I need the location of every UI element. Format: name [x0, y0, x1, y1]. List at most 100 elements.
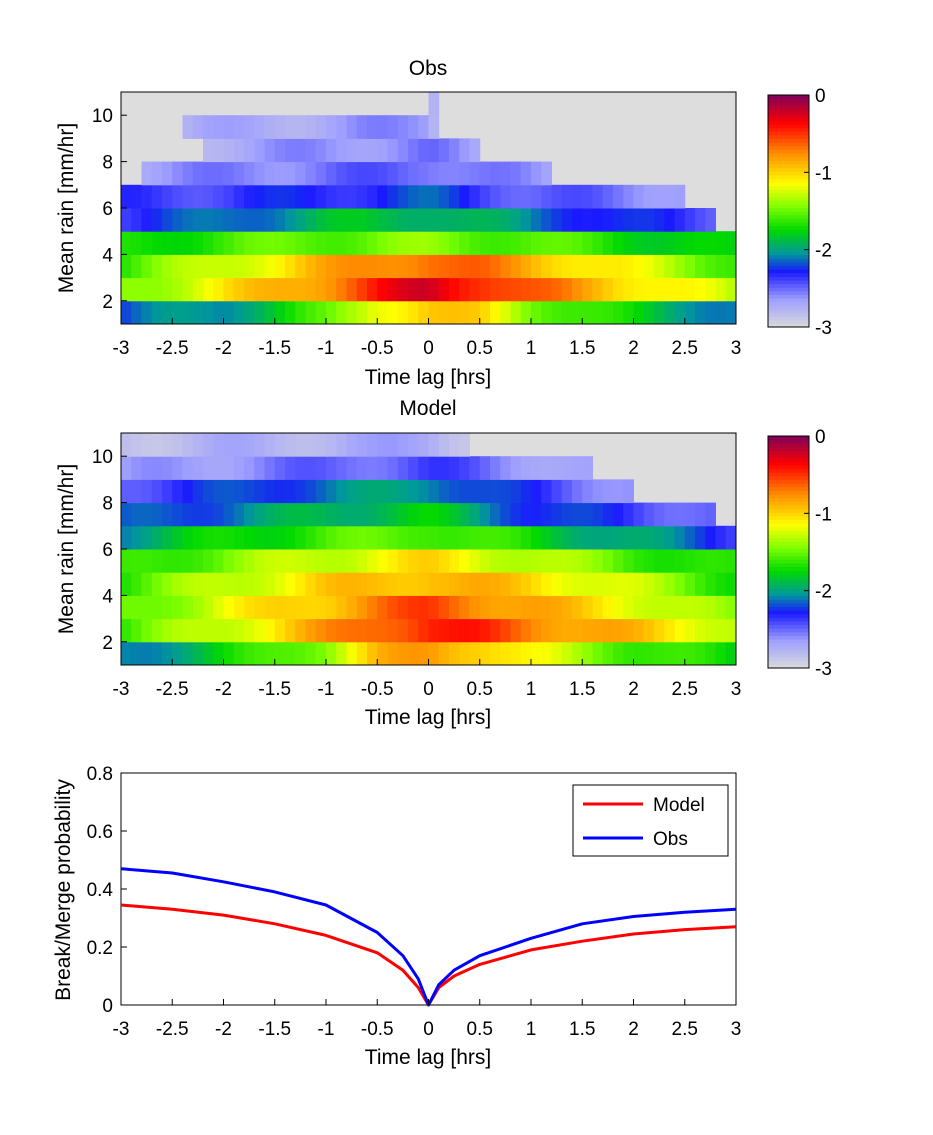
- colorbar-swatch: [768, 486, 809, 491]
- heatmap-cell: [223, 618, 235, 643]
- heatmap-cell: [674, 525, 686, 550]
- colorbar-swatch: [768, 174, 809, 179]
- heatmap-cell: [223, 277, 235, 302]
- colorbar-swatch: [768, 555, 809, 560]
- heatmap-cell: [684, 254, 696, 279]
- heatmap-cell: [449, 525, 460, 550]
- heatmap-cell: [141, 595, 153, 620]
- heatmap-cell: [274, 572, 286, 596]
- heatmap-cell: [541, 572, 552, 596]
- x-tick-label: -0.5: [361, 338, 394, 359]
- heatmap-cell: [326, 479, 337, 504]
- x-tick-label: -2.5: [156, 1019, 189, 1040]
- heatmap-cell: [613, 184, 624, 209]
- heatmap-cell: [623, 572, 634, 596]
- heatmap-cell: [356, 456, 368, 480]
- heatmap-cell: [254, 572, 265, 596]
- heatmap-cell: [684, 525, 696, 550]
- heatmap-cell: [705, 231, 716, 255]
- heatmap-cell: [367, 525, 378, 550]
- colorbar-swatch: [768, 156, 809, 161]
- colorbar-swatch: [768, 573, 809, 578]
- heatmap-cell: [213, 115, 224, 139]
- heatmap-cell: [315, 641, 327, 666]
- heatmap-cell: [459, 618, 470, 643]
- heatmap-cell: [315, 277, 327, 302]
- heatmap-cell: [541, 254, 552, 279]
- heatmap-cell: [377, 595, 388, 620]
- line-y-ticks: 0 0.2 0.4 0.6 0.8: [87, 764, 127, 1017]
- colorbar-swatch: [768, 562, 809, 568]
- colorbar-swatch: [768, 131, 809, 136]
- colorbar-swatch: [768, 664, 809, 669]
- heatmap-cell: [223, 595, 235, 620]
- x-tick-label: 3: [731, 679, 742, 700]
- heatmap-cell: [459, 595, 470, 620]
- heatmap-cell: [531, 595, 542, 620]
- model-y-ticks: 2 4 6 8 10: [92, 447, 127, 654]
- heatmap-cell: [459, 525, 470, 550]
- heatmap-cell: [449, 208, 460, 232]
- heatmap-cell: [377, 502, 388, 527]
- heatmap-cell: [438, 502, 450, 527]
- colorbar-swatch: [768, 439, 809, 444]
- heatmap-cell: [428, 549, 440, 573]
- heatmap-cell: [367, 138, 378, 163]
- heatmap-cell: [408, 115, 419, 139]
- heatmap-cell: [674, 549, 686, 573]
- colorbar-swatch: [768, 468, 809, 473]
- heatmap-cell: [254, 549, 265, 573]
- y-tick-label: 6: [102, 540, 113, 561]
- heatmap-cell: [336, 502, 347, 527]
- heatmap-cell: [602, 572, 614, 596]
- heatmap-cell: [715, 254, 727, 279]
- x-tick-label: -1: [318, 679, 335, 700]
- heatmap-cell: [213, 618, 224, 643]
- heatmap-cell: [397, 300, 409, 325]
- heatmap-cell: [213, 549, 224, 573]
- heatmap-cell: [490, 641, 501, 666]
- heatmap-cell: [449, 300, 460, 325]
- x-tick-label: 0: [423, 1019, 434, 1040]
- colorbar-swatch: [768, 265, 809, 270]
- heatmap-cell: [695, 572, 706, 596]
- heatmap-cell: [541, 161, 552, 186]
- heatmap-cell: [490, 300, 501, 325]
- heatmap-cell: [377, 254, 388, 279]
- heatmap-cell: [356, 525, 368, 550]
- heatmap-cell: [131, 300, 142, 325]
- heatmap-cell: [336, 433, 347, 457]
- heatmap-cell: [121, 479, 132, 504]
- heatmap-cell: [408, 456, 419, 480]
- heatmap-cell: [223, 300, 235, 325]
- heatmap-cell: [541, 479, 552, 504]
- heatmap-cell: [633, 231, 645, 255]
- heatmap-cell: [510, 277, 522, 302]
- heatmap-cell: [623, 549, 634, 573]
- heatmap-cell: [643, 231, 655, 255]
- heatmap-cell: [387, 254, 399, 279]
- heatmap-cell: [469, 641, 481, 666]
- heatmap-cell: [213, 231, 224, 255]
- heatmap-cell: [490, 456, 501, 480]
- heatmap-cell: [233, 618, 245, 643]
- colorbar-swatch: [768, 261, 809, 266]
- colorbar-swatch: [768, 287, 809, 292]
- colorbar-swatch: [768, 305, 809, 310]
- heatmap-cell: [561, 549, 573, 573]
- heatmap-cell: [172, 502, 183, 527]
- heatmap-cell: [479, 572, 491, 596]
- heatmap-cell: [561, 208, 573, 232]
- heatmap-cell: [561, 300, 573, 325]
- y-tick-label: 8: [102, 494, 113, 515]
- colorbar-swatch: [768, 584, 809, 589]
- heatmap-cell: [479, 208, 491, 232]
- heatmap-cell: [418, 184, 429, 209]
- heatmap-cell: [285, 254, 296, 279]
- heatmap-cell: [469, 502, 481, 527]
- heatmap-cell: [377, 184, 388, 209]
- heatmap-cell: [459, 641, 470, 666]
- heatmap-cell: [367, 595, 378, 620]
- heatmap-cell: [725, 300, 737, 325]
- heatmap-cell: [356, 618, 368, 643]
